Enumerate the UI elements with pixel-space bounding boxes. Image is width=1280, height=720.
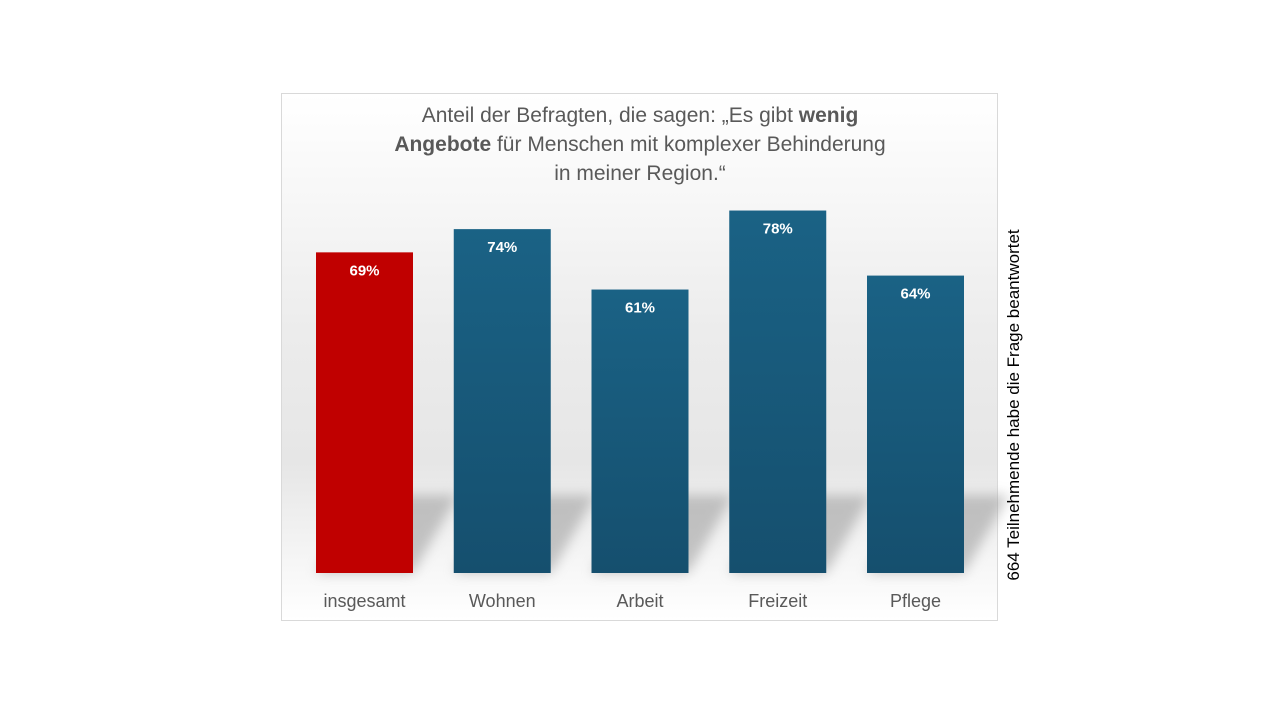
category-label: Arbeit [616, 591, 663, 611]
data-label: 61% [625, 300, 655, 317]
data-label: 78% [763, 221, 793, 238]
bar-arbeit [591, 289, 689, 573]
title-part: Anteil der Befragten, die sagen: „Es gib… [421, 104, 799, 127]
title-part: für Menschen mit komplexer Behinderung [491, 133, 886, 156]
respondents-note: 664 Teilnehmende habe die Frage beantwor… [1004, 229, 1023, 581]
data-label: 74% [487, 239, 517, 256]
title-part-bold: wenig [798, 104, 859, 127]
category-label: Wohnen [469, 591, 536, 611]
title-part-bold: Angebote [394, 133, 492, 156]
title-part: in meiner Region.“ [554, 162, 726, 185]
bar-insgesamt [316, 252, 413, 573]
category-label: Freizeit [748, 591, 807, 611]
data-label: 64% [900, 286, 930, 303]
chart-title: Anteil der Befragten, die sagen: „Es gib… [352, 101, 928, 188]
data-label: 69% [349, 262, 379, 279]
category-label: insgesamt [323, 591, 405, 611]
category-label: Pflege [890, 591, 941, 611]
bar-wohnen [453, 229, 551, 573]
bar-freizeit [729, 210, 827, 573]
bar-pflege [867, 275, 964, 573]
